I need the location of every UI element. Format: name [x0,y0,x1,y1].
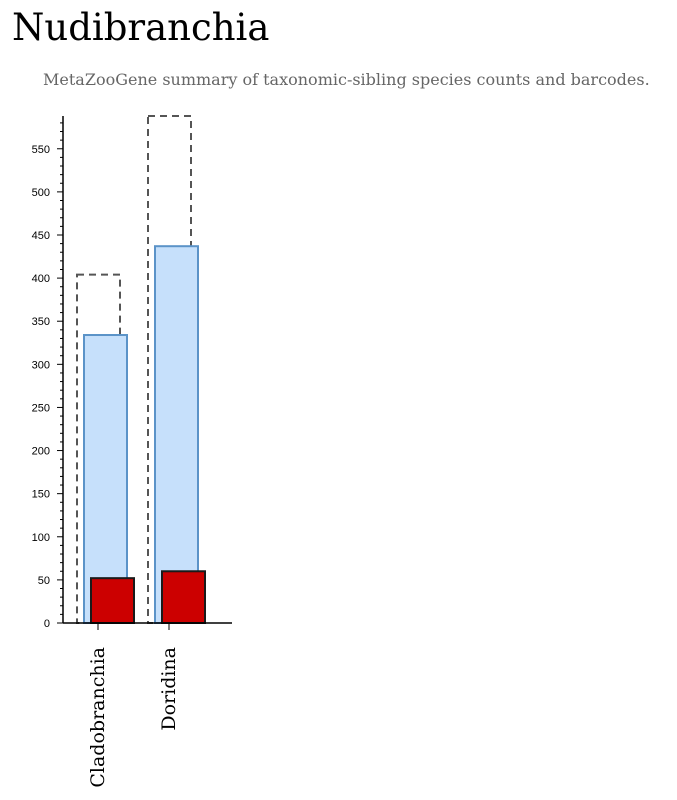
y-tick-label: 550 [32,144,50,156]
y-tick-label: 350 [32,316,50,328]
species-bar [154,245,199,624]
category-label: Cladobranchia [87,647,109,788]
barcode-bar [161,570,206,625]
y-tick-label: 200 [32,446,50,458]
category-label: Doridina [158,647,180,731]
y-tick-label: 0 [44,618,50,630]
y-ticks: 0 50 100 150 200 250 300 350 400 450 500 550 [32,122,63,630]
page-subtitle: MetaZooGene summary of taxonomic-sibling… [43,70,650,89]
y-tick-label: 100 [32,532,50,544]
y-tick-label: 150 [32,489,50,501]
y-tick-label: 450 [32,230,50,242]
outline-bar [147,115,192,624]
y-tick-label: 250 [32,402,50,414]
x-categories: Cladobranchia Doridina [87,623,180,788]
barcode-bar [90,577,135,625]
bars-layer [76,115,206,625]
y-tick-label: 400 [32,273,50,285]
y-tick-label: 500 [32,187,50,199]
species-bar [83,334,128,624]
y-tick-label: 300 [32,359,50,371]
page-title: Nudibranchia [12,6,270,49]
y-tick-label: 50 [38,575,50,587]
